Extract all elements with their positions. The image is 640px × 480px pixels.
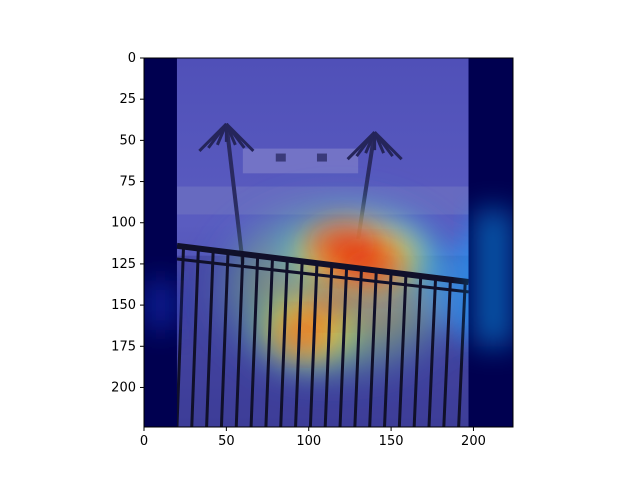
railing-baluster xyxy=(249,255,260,427)
y-tick-label: 25 xyxy=(119,92,136,107)
railing-baluster xyxy=(279,259,289,427)
y-tick-label: 150 xyxy=(111,298,136,313)
x-axis: 0 50 100 150 200 xyxy=(140,427,486,449)
x-tick-label: 200 xyxy=(461,434,486,449)
railing-baluster xyxy=(338,266,349,427)
railing-baluster xyxy=(264,257,274,427)
railing-baluster xyxy=(383,272,393,427)
railing-baluster xyxy=(175,246,186,427)
railing-baluster xyxy=(205,250,215,427)
house-window xyxy=(275,153,286,162)
railing-baluster xyxy=(397,274,408,427)
dark-band-left xyxy=(144,58,177,427)
plot-frame xyxy=(143,57,514,428)
x-tick-label: 100 xyxy=(296,434,321,449)
railing-baluster xyxy=(323,264,334,427)
railing-baluster xyxy=(427,277,438,427)
house-shape xyxy=(242,148,359,174)
y-tick-label: 0 xyxy=(128,51,136,66)
balcony-railing xyxy=(175,242,469,427)
railing-baluster xyxy=(353,268,363,427)
palm-frond xyxy=(373,131,403,161)
heatmap-image xyxy=(144,58,513,427)
railing-baluster xyxy=(412,276,423,427)
railing-baluster xyxy=(219,252,230,427)
heat-right-edge xyxy=(473,209,513,347)
y-axis: 0 25 50 75 100 125 150 175 200 xyxy=(111,51,144,395)
x-tick-label: 150 xyxy=(379,434,404,449)
y-tick-label: 125 xyxy=(111,257,136,272)
house-window xyxy=(316,153,327,162)
y-tick-label: 200 xyxy=(111,380,136,395)
y-tick-label: 100 xyxy=(111,216,136,231)
railing-baluster xyxy=(234,253,245,427)
railing-baluster xyxy=(190,248,200,427)
y-tick-label: 175 xyxy=(111,339,136,354)
railing-baluster xyxy=(368,270,378,427)
railing-top-bar xyxy=(176,242,469,286)
railing-baluster xyxy=(442,279,452,427)
railing-baluster xyxy=(294,261,304,427)
heat-left-edge xyxy=(144,280,177,330)
railing-baluster xyxy=(308,263,319,427)
y-tick-label: 50 xyxy=(119,133,136,148)
x-tick-label: 50 xyxy=(218,434,235,449)
palm-frond xyxy=(225,122,255,152)
railing-baluster xyxy=(457,281,467,427)
y-tick-label: 75 xyxy=(119,175,136,190)
x-tick-label: 0 xyxy=(140,434,148,449)
